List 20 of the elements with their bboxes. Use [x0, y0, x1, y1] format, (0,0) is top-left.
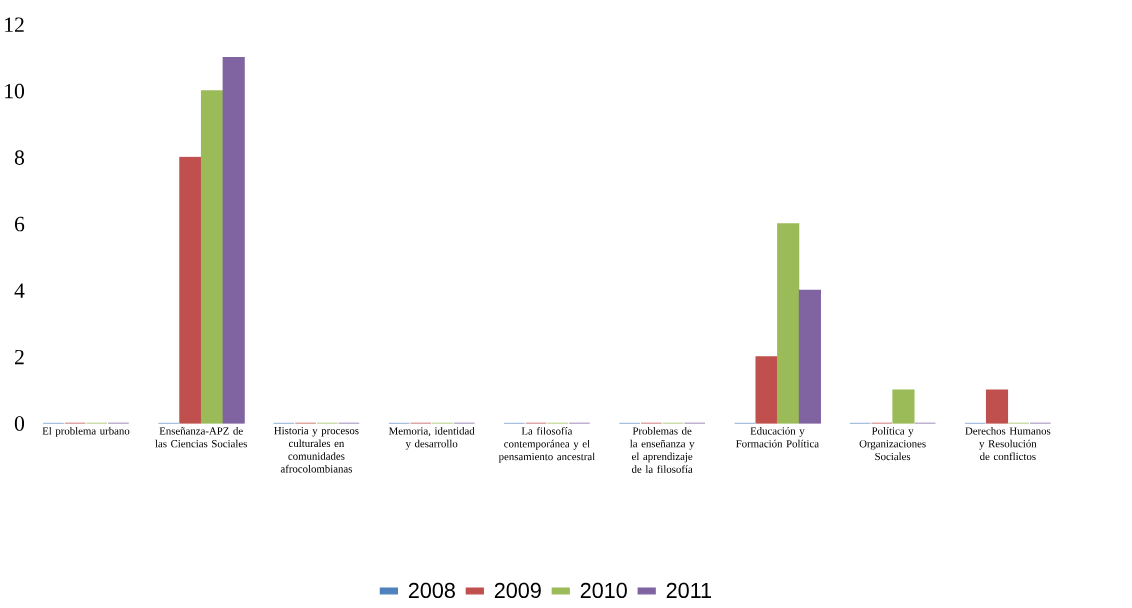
y-tick-label: 2 [15, 350, 24, 365]
y-tick-label: 8 [14, 150, 25, 165]
y-tick-label: 12 [5, 17, 24, 32]
y-tick-label: 4 [14, 283, 25, 298]
x-tick-label: Memoria, identidad y desarrollo [388, 427, 475, 450]
x-tick-label: Educación y Formación Política [736, 427, 819, 448]
legend-label: 2009 [494, 582, 541, 599]
x-tick-label: Historia y procesos culturales en comunidades afrocolombianas [274, 427, 359, 473]
legend-label: 2011 [666, 582, 712, 599]
x-tick-label: Enseñanza-APZ de las Ciencias Sociales [155, 427, 247, 448]
legend-label: 2008 [408, 582, 455, 599]
x-tick-label: La filosofía contemporánea y el pensamiento ancestral [498, 427, 595, 463]
y-tick-label: 10 [5, 83, 25, 99]
x-tick-label: Derechos Humanos y Resolución de conflictos [965, 427, 1051, 461]
x-tick-label: Problemas de la enseñanza y el aprendizaje de la filosofía [629, 427, 695, 473]
y-tick-label: 0 [14, 416, 25, 431]
x-tick-label: El problema urbano [42, 427, 130, 437]
legend-label: 2010 [580, 582, 627, 599]
x-tick-label: Política y Organizaciones Sociales [859, 427, 926, 461]
y-tick-label: 6 [14, 216, 25, 232]
